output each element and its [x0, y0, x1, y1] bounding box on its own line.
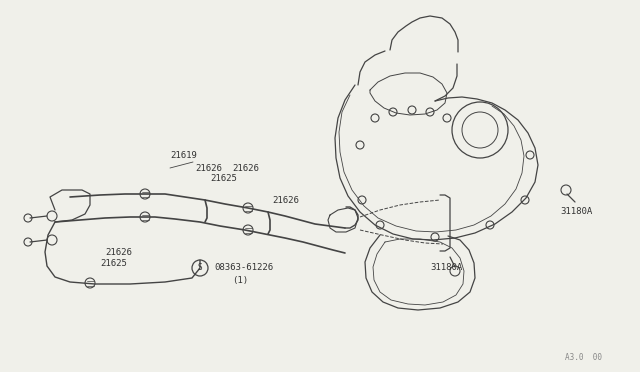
Text: 21626: 21626 — [105, 247, 132, 257]
Text: 31180A: 31180A — [560, 206, 592, 215]
Text: 21626: 21626 — [272, 196, 299, 205]
Text: 31180A: 31180A — [430, 263, 462, 273]
Text: 21619: 21619 — [170, 151, 197, 160]
Text: 21625: 21625 — [100, 259, 127, 267]
Text: 21626: 21626 — [232, 164, 259, 173]
Text: 08363-61226: 08363-61226 — [214, 263, 273, 273]
Text: 21625: 21625 — [210, 173, 237, 183]
Text: 21626: 21626 — [195, 164, 222, 173]
Text: S: S — [198, 263, 202, 273]
Text: (1): (1) — [232, 276, 248, 285]
Text: A3.0  00: A3.0 00 — [565, 353, 602, 362]
